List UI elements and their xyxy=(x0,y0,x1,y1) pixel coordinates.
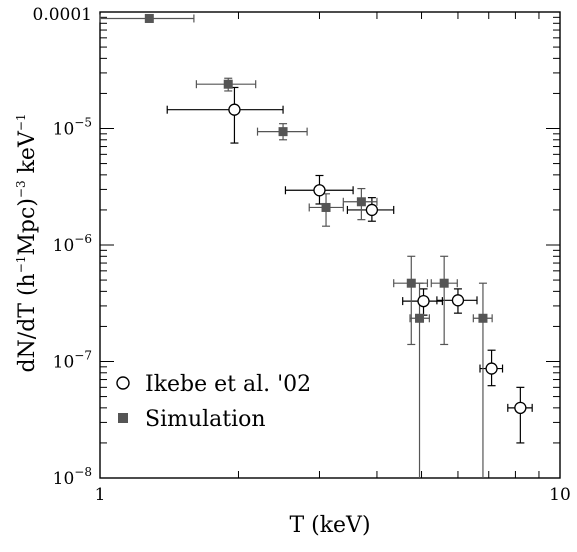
x-tick-label: 1 xyxy=(95,485,106,505)
legend-label-simulation: Simulation xyxy=(145,407,266,432)
ikebe-point xyxy=(451,294,465,307)
y-axis-title-part: dN/dT (h xyxy=(15,273,40,372)
y-tick-label-base: 10 xyxy=(53,469,75,489)
y-axis-title-part: Mpc) xyxy=(15,198,40,256)
y-axis-title: dN/dT (h−1Mpc)−3 keV−1 xyxy=(14,113,40,372)
ikebe-point xyxy=(485,362,498,375)
y-axis-title-exp: −3 xyxy=(14,180,28,198)
y-axis-title-exp: −1 xyxy=(14,256,28,274)
ikebe-point xyxy=(365,203,379,217)
y-tick-label: 10−8 xyxy=(53,465,92,489)
y-tick-label-base: 10 xyxy=(53,236,75,256)
x-tick-label: 10 xyxy=(549,485,571,505)
y-tick-label-exp: −5 xyxy=(74,116,92,130)
simulation-point xyxy=(321,202,331,212)
y-tick-label-exp: −7 xyxy=(74,349,92,363)
simulation-point xyxy=(415,313,425,323)
ikebe-point xyxy=(228,103,241,116)
ikebe-point xyxy=(417,294,430,308)
y-tick-label-base: 10 xyxy=(53,120,75,140)
simulation-point xyxy=(278,127,288,137)
y-tick-label-base: 10 xyxy=(53,353,75,373)
y-tick-label: 10−5 xyxy=(53,116,92,140)
y-axis-title-part: keV xyxy=(15,130,40,180)
simulation-point xyxy=(223,79,233,89)
y-tick-label-exp: −6 xyxy=(74,232,92,246)
y-tick-label: 10−7 xyxy=(53,349,92,373)
y-axis-title-exp: −1 xyxy=(14,113,28,131)
y-tick-label: 0.0001 xyxy=(33,5,92,25)
simulation-point xyxy=(406,278,416,288)
x-axis-title: T (keV) xyxy=(289,513,370,538)
ikebe-point xyxy=(313,184,326,197)
simulation-point xyxy=(439,278,449,288)
simulation-point xyxy=(356,197,366,207)
y-tick-label-base: 0.0001 xyxy=(33,5,92,25)
simulation-point xyxy=(478,313,488,323)
simulation-point xyxy=(144,13,154,23)
ikebe-point xyxy=(514,401,527,415)
y-tick-label: 10−6 xyxy=(53,232,92,256)
y-tick-label-exp: −8 xyxy=(74,465,92,479)
legend-marker-simulation xyxy=(118,413,128,423)
legend-label-ikebe: Ikebe et al. '02 xyxy=(145,372,311,397)
legend-marker-ikebe xyxy=(116,376,130,390)
